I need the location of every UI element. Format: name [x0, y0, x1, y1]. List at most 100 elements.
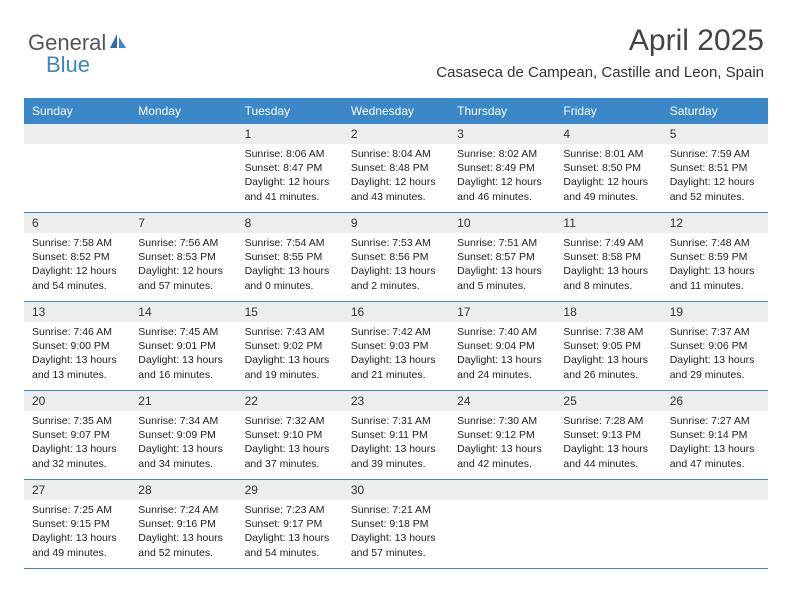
day-info: Sunrise: 7:38 AMSunset: 9:05 PMDaylight:…: [555, 322, 661, 388]
day-cell: 7Sunrise: 7:56 AMSunset: 8:53 PMDaylight…: [130, 213, 236, 301]
day-number: 28: [130, 480, 236, 500]
week-row: 13Sunrise: 7:46 AMSunset: 9:00 PMDayligh…: [24, 302, 768, 391]
day-cell: 21Sunrise: 7:34 AMSunset: 9:09 PMDayligh…: [130, 391, 236, 479]
day-info: Sunrise: 8:01 AMSunset: 8:50 PMDaylight:…: [555, 144, 661, 210]
day-number: 3: [449, 124, 555, 144]
day-cell: 5Sunrise: 7:59 AMSunset: 8:51 PMDaylight…: [662, 124, 768, 212]
day-info: Sunrise: 7:51 AMSunset: 8:57 PMDaylight:…: [449, 233, 555, 299]
day-cell: 8Sunrise: 7:54 AMSunset: 8:55 PMDaylight…: [237, 213, 343, 301]
day-info: Sunrise: 7:48 AMSunset: 8:59 PMDaylight:…: [662, 233, 768, 299]
day-number: 29: [237, 480, 343, 500]
weeks-container: 1Sunrise: 8:06 AMSunset: 8:47 PMDaylight…: [24, 124, 768, 569]
day-info: Sunrise: 7:59 AMSunset: 8:51 PMDaylight:…: [662, 144, 768, 210]
weekday-header: Saturday: [662, 98, 768, 124]
weekday-header: Tuesday: [237, 98, 343, 124]
day-cell: 11Sunrise: 7:49 AMSunset: 8:58 PMDayligh…: [555, 213, 661, 301]
day-cell: 10Sunrise: 7:51 AMSunset: 8:57 PMDayligh…: [449, 213, 555, 301]
day-cell: 6Sunrise: 7:58 AMSunset: 8:52 PMDaylight…: [24, 213, 130, 301]
day-cell: 19Sunrise: 7:37 AMSunset: 9:06 PMDayligh…: [662, 302, 768, 390]
weekday-header-row: SundayMondayTuesdayWednesdayThursdayFrid…: [24, 98, 768, 124]
day-number: 12: [662, 213, 768, 233]
weekday-header: Thursday: [449, 98, 555, 124]
day-info: Sunrise: 7:45 AMSunset: 9:01 PMDaylight:…: [130, 322, 236, 388]
day-info: Sunrise: 7:42 AMSunset: 9:03 PMDaylight:…: [343, 322, 449, 388]
day-number: 2: [343, 124, 449, 144]
day-number: 30: [343, 480, 449, 500]
day-number: 13: [24, 302, 130, 322]
day-cell: [449, 480, 555, 568]
day-info: Sunrise: 7:31 AMSunset: 9:11 PMDaylight:…: [343, 411, 449, 477]
weekday-header: Wednesday: [343, 98, 449, 124]
day-number: 9: [343, 213, 449, 233]
month-title: April 2025: [436, 24, 764, 58]
day-cell: 18Sunrise: 7:38 AMSunset: 9:05 PMDayligh…: [555, 302, 661, 390]
day-cell: 27Sunrise: 7:25 AMSunset: 9:15 PMDayligh…: [24, 480, 130, 568]
day-info: Sunrise: 7:35 AMSunset: 9:07 PMDaylight:…: [24, 411, 130, 477]
day-info: Sunrise: 7:34 AMSunset: 9:09 PMDaylight:…: [130, 411, 236, 477]
day-number: 23: [343, 391, 449, 411]
week-row: 20Sunrise: 7:35 AMSunset: 9:07 PMDayligh…: [24, 391, 768, 480]
day-info: Sunrise: 7:28 AMSunset: 9:13 PMDaylight:…: [555, 411, 661, 477]
day-number: 25: [555, 391, 661, 411]
day-cell: 9Sunrise: 7:53 AMSunset: 8:56 PMDaylight…: [343, 213, 449, 301]
day-number: 17: [449, 302, 555, 322]
day-cell: 17Sunrise: 7:40 AMSunset: 9:04 PMDayligh…: [449, 302, 555, 390]
day-number: 7: [130, 213, 236, 233]
day-info: Sunrise: 7:46 AMSunset: 9:00 PMDaylight:…: [24, 322, 130, 388]
day-info: Sunrise: 7:54 AMSunset: 8:55 PMDaylight:…: [237, 233, 343, 299]
day-cell: 30Sunrise: 7:21 AMSunset: 9:18 PMDayligh…: [343, 480, 449, 568]
day-info: Sunrise: 7:49 AMSunset: 8:58 PMDaylight:…: [555, 233, 661, 299]
location: Casaseca de Campean, Castille and Leon, …: [436, 64, 764, 81]
logo-text-blue-wrap: Blue: [46, 52, 90, 78]
day-info: Sunrise: 7:30 AMSunset: 9:12 PMDaylight:…: [449, 411, 555, 477]
day-cell: 16Sunrise: 7:42 AMSunset: 9:03 PMDayligh…: [343, 302, 449, 390]
day-info: Sunrise: 7:53 AMSunset: 8:56 PMDaylight:…: [343, 233, 449, 299]
day-number-empty: [449, 480, 555, 500]
day-info: Sunrise: 7:40 AMSunset: 9:04 PMDaylight:…: [449, 322, 555, 388]
day-info: Sunrise: 8:04 AMSunset: 8:48 PMDaylight:…: [343, 144, 449, 210]
calendar: SundayMondayTuesdayWednesdayThursdayFrid…: [24, 98, 768, 569]
logo-text-blue: Blue: [46, 52, 90, 77]
day-cell: [24, 124, 130, 212]
day-info: Sunrise: 7:58 AMSunset: 8:52 PMDaylight:…: [24, 233, 130, 299]
day-info: Sunrise: 7:43 AMSunset: 9:02 PMDaylight:…: [237, 322, 343, 388]
day-cell: [555, 480, 661, 568]
week-row: 6Sunrise: 7:58 AMSunset: 8:52 PMDaylight…: [24, 213, 768, 302]
day-number: 20: [24, 391, 130, 411]
day-cell: 15Sunrise: 7:43 AMSunset: 9:02 PMDayligh…: [237, 302, 343, 390]
day-number-empty: [555, 480, 661, 500]
header-right: April 2025 Casaseca de Campean, Castille…: [436, 24, 764, 81]
day-number: 26: [662, 391, 768, 411]
day-info: Sunrise: 7:32 AMSunset: 9:10 PMDaylight:…: [237, 411, 343, 477]
day-cell: [130, 124, 236, 212]
day-cell: 3Sunrise: 8:02 AMSunset: 8:49 PMDaylight…: [449, 124, 555, 212]
day-cell: 13Sunrise: 7:46 AMSunset: 9:00 PMDayligh…: [24, 302, 130, 390]
day-number: 5: [662, 124, 768, 144]
day-number: 27: [24, 480, 130, 500]
day-number: 21: [130, 391, 236, 411]
day-number-empty: [662, 480, 768, 500]
logo-sail-icon: [108, 32, 128, 55]
day-cell: 20Sunrise: 7:35 AMSunset: 9:07 PMDayligh…: [24, 391, 130, 479]
weekday-header: Friday: [555, 98, 661, 124]
day-info: Sunrise: 7:24 AMSunset: 9:16 PMDaylight:…: [130, 500, 236, 566]
day-info: Sunrise: 8:06 AMSunset: 8:47 PMDaylight:…: [237, 144, 343, 210]
day-number: 14: [130, 302, 236, 322]
day-cell: 29Sunrise: 7:23 AMSunset: 9:17 PMDayligh…: [237, 480, 343, 568]
day-cell: [662, 480, 768, 568]
weekday-header: Monday: [130, 98, 236, 124]
day-cell: 1Sunrise: 8:06 AMSunset: 8:47 PMDaylight…: [237, 124, 343, 212]
day-cell: 22Sunrise: 7:32 AMSunset: 9:10 PMDayligh…: [237, 391, 343, 479]
day-number: 22: [237, 391, 343, 411]
day-number: 24: [449, 391, 555, 411]
day-info: Sunrise: 7:21 AMSunset: 9:18 PMDaylight:…: [343, 500, 449, 566]
weekday-header: Sunday: [24, 98, 130, 124]
day-info: Sunrise: 7:56 AMSunset: 8:53 PMDaylight:…: [130, 233, 236, 299]
day-number: 19: [662, 302, 768, 322]
day-number: 4: [555, 124, 661, 144]
day-number: 18: [555, 302, 661, 322]
day-cell: 26Sunrise: 7:27 AMSunset: 9:14 PMDayligh…: [662, 391, 768, 479]
week-row: 27Sunrise: 7:25 AMSunset: 9:15 PMDayligh…: [24, 480, 768, 569]
day-info: Sunrise: 8:02 AMSunset: 8:49 PMDaylight:…: [449, 144, 555, 210]
day-cell: 25Sunrise: 7:28 AMSunset: 9:13 PMDayligh…: [555, 391, 661, 479]
